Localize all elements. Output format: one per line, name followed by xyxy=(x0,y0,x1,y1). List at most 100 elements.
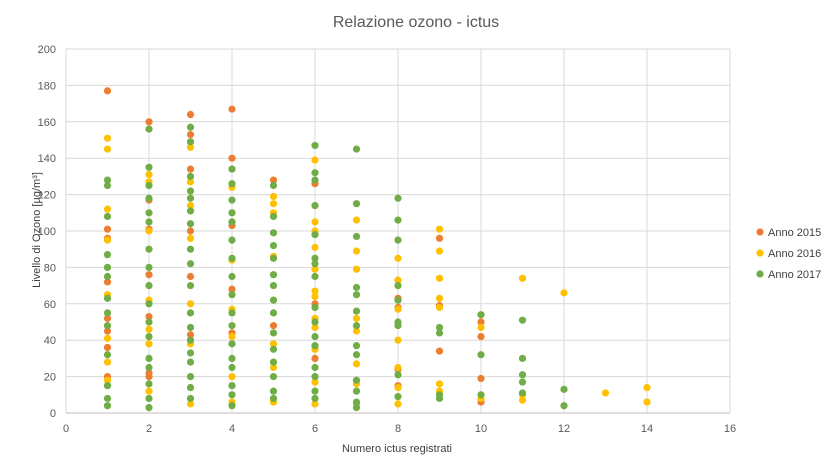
data-point xyxy=(186,282,195,290)
data-point xyxy=(518,316,527,324)
data-point xyxy=(186,165,195,173)
data-point xyxy=(186,143,195,151)
data-point xyxy=(145,271,153,279)
data-point xyxy=(186,331,195,339)
series-3 xyxy=(103,123,568,412)
data-point xyxy=(352,376,361,384)
data-point xyxy=(352,307,361,315)
data-point xyxy=(103,212,112,221)
data-point xyxy=(477,318,485,326)
data-point xyxy=(145,332,153,341)
data-point xyxy=(145,318,153,326)
data-point xyxy=(228,285,236,293)
x-tick-label: 6 xyxy=(312,423,318,435)
data-point xyxy=(145,354,153,362)
data-point xyxy=(560,385,568,393)
data-point xyxy=(103,263,112,271)
data-point xyxy=(311,201,319,210)
data-point xyxy=(352,200,361,208)
data-point xyxy=(186,336,195,344)
data-point xyxy=(103,382,112,390)
legend-label: Anno 2017 xyxy=(768,269,821,281)
data-point xyxy=(269,181,278,190)
data-point xyxy=(269,229,278,237)
data-point xyxy=(311,292,319,301)
data-point xyxy=(352,327,361,335)
data-point xyxy=(186,172,195,180)
data-point xyxy=(145,163,153,171)
data-point xyxy=(228,402,236,410)
data-point xyxy=(228,322,236,330)
data-point xyxy=(394,296,402,304)
data-point xyxy=(103,314,112,322)
data-point xyxy=(145,227,153,235)
data-point xyxy=(311,218,319,226)
data-point xyxy=(145,194,153,202)
y-tick-label: 180 xyxy=(38,80,56,92)
data-point xyxy=(394,254,402,262)
data-point xyxy=(643,398,651,406)
data-point xyxy=(145,300,153,308)
data-point xyxy=(145,373,153,381)
data-point xyxy=(228,180,236,188)
data-point xyxy=(477,374,485,383)
data-point xyxy=(435,294,444,302)
data-point xyxy=(103,358,112,366)
data-point xyxy=(269,322,278,330)
data-point xyxy=(311,318,319,326)
data-point xyxy=(394,383,402,392)
data-point xyxy=(311,176,319,184)
data-point xyxy=(269,363,278,372)
data-point xyxy=(186,394,195,403)
legend-marker xyxy=(756,249,764,257)
data-point xyxy=(352,247,361,255)
chart-title: Relazione ozono - ictus xyxy=(333,14,499,31)
data-point xyxy=(352,283,361,292)
y-axis-ticks: 0 20 40 60 80 100 120 140 160 180 200 xyxy=(38,44,56,420)
data-point xyxy=(145,245,153,253)
data-point xyxy=(311,231,319,239)
data-point xyxy=(269,340,278,348)
data-point xyxy=(352,342,361,350)
data-point xyxy=(228,209,236,217)
data-point xyxy=(103,181,112,190)
y-axis-label: Livello di Ozono [µg/m³] xyxy=(31,172,43,288)
data-point xyxy=(394,322,402,330)
data-point xyxy=(477,311,485,319)
data-point xyxy=(352,398,361,406)
data-point xyxy=(186,207,195,215)
data-point xyxy=(311,363,319,372)
data-point xyxy=(352,232,361,241)
data-point xyxy=(269,373,278,381)
data-point xyxy=(103,278,112,286)
data-point xyxy=(435,329,444,337)
data-point xyxy=(228,196,236,204)
legend-marker xyxy=(756,270,764,278)
data-point xyxy=(269,345,278,353)
data-point xyxy=(145,125,153,133)
data-point xyxy=(228,218,236,226)
data-point xyxy=(394,194,402,202)
data-point xyxy=(435,323,444,332)
data-point xyxy=(228,332,236,341)
data-point xyxy=(352,351,361,359)
data-point xyxy=(311,260,319,268)
y-tick-label: 120 xyxy=(38,190,56,202)
data-point xyxy=(311,400,319,408)
data-point xyxy=(103,402,112,410)
data-point xyxy=(311,378,319,386)
x-axis-label: Numero ictus registrati xyxy=(342,443,452,455)
data-point xyxy=(435,380,444,388)
data-point xyxy=(228,373,236,381)
data-points xyxy=(103,87,651,412)
y-tick-label: 140 xyxy=(38,153,56,165)
data-point xyxy=(269,358,278,366)
data-point xyxy=(186,245,195,253)
data-point xyxy=(228,291,236,299)
x-tick-label: 8 xyxy=(395,423,401,435)
data-point xyxy=(228,236,236,244)
data-point xyxy=(518,389,527,397)
data-point xyxy=(394,216,402,224)
data-point xyxy=(103,87,112,95)
data-point xyxy=(186,323,195,332)
